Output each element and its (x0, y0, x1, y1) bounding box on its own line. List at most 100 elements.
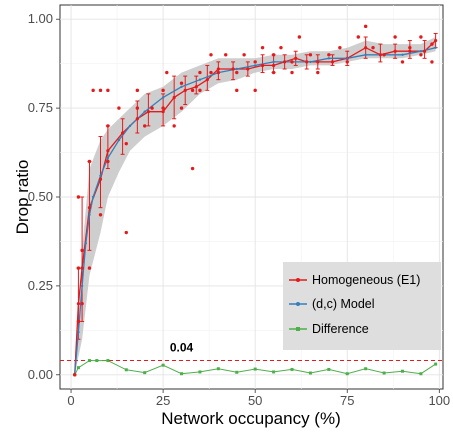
series-point-model (99, 174, 102, 177)
scatter-point (297, 35, 302, 39)
scatter-point (356, 35, 360, 39)
axes-layer: 0 25 50 75 100 0.00 0.25 0.50 0.75 1.00 (28, 11, 450, 408)
scatter-point (419, 35, 423, 39)
scatter-point (430, 60, 434, 64)
scatter-point (98, 213, 103, 217)
series-point-model (309, 60, 312, 64)
series-point-model (419, 50, 423, 53)
series-point-model (80, 284, 84, 288)
series-point-difference (180, 372, 184, 376)
series-point-homogeneous (87, 206, 92, 210)
scatter-point (80, 248, 84, 253)
y-axis-title: Drop ratio (13, 160, 32, 235)
scatter-point (124, 230, 128, 235)
scatter-point (408, 45, 412, 50)
series-point-homogeneous (271, 63, 276, 68)
series-point-homogeneous (172, 95, 176, 100)
series-point-homogeneous (393, 49, 397, 53)
scatter-point (190, 88, 195, 93)
series-point-difference (290, 367, 294, 371)
scatter-point (91, 88, 95, 93)
scatter-point (316, 70, 320, 75)
scatter-point (73, 373, 77, 377)
series-point-homogeneous (434, 38, 438, 43)
series-point-homogeneous (80, 266, 84, 270)
series-point-homogeneous (294, 56, 298, 60)
scatter-point (80, 301, 84, 306)
series-point-homogeneous (205, 78, 209, 82)
x-tick-label: 50 (248, 393, 262, 408)
scatter-point (382, 53, 386, 57)
scatter-point (135, 106, 140, 110)
scatter-point (76, 266, 81, 270)
series-point-difference (345, 372, 349, 376)
scatter-point (106, 88, 110, 93)
scatter-point (371, 45, 375, 50)
legend-key-difference-dot (296, 327, 300, 331)
series-point-homogeneous (183, 88, 187, 92)
series-point-model (77, 330, 80, 334)
series-point-difference (364, 367, 368, 371)
scatter-point (209, 53, 213, 57)
scatter-point (290, 70, 294, 75)
series-point-model (272, 60, 275, 64)
series-point-homogeneous (161, 110, 165, 114)
series-point-difference (106, 359, 110, 363)
legend-key-model-dot (296, 302, 300, 306)
y-tick-label: 0.25 (28, 278, 53, 293)
series-point-difference (143, 371, 147, 375)
y-tick-label: 0.00 (28, 367, 53, 382)
series-point-model (198, 78, 202, 81)
series-point-model (128, 124, 132, 128)
scatter-point (400, 60, 405, 64)
series-point-homogeneous (422, 49, 427, 53)
legend-background (283, 262, 441, 350)
series-point-homogeneous (216, 67, 220, 71)
series-point-difference (434, 362, 438, 366)
y-tick-label: 1.00 (28, 11, 53, 26)
x-tick-label: 25 (156, 393, 170, 408)
ribbon-layer (74, 37, 436, 375)
series-point-model (106, 156, 110, 160)
series-point-homogeneous (305, 60, 309, 64)
series-point-homogeneous (135, 117, 139, 121)
scatter-point (235, 70, 239, 75)
series-point-homogeneous (364, 46, 368, 50)
legend-label-homogeneous: Homogeneous (E1) (312, 273, 420, 287)
series-point-difference (76, 366, 80, 370)
series-point-homogeneous (283, 60, 287, 64)
y-tick-label: 0.50 (28, 189, 53, 204)
series-point-difference (95, 359, 99, 363)
series-point-model (235, 67, 238, 71)
scatter-point (393, 35, 397, 39)
series-point-model (364, 53, 367, 56)
series-point-homogeneous (260, 63, 265, 68)
series-point-homogeneous (146, 110, 150, 114)
legend: Homogeneous (E1) (d,c) Model Difference (283, 262, 441, 350)
scatter-point (76, 319, 81, 324)
scatter-point (363, 24, 368, 29)
scatter-point (224, 53, 228, 57)
scatter-point (242, 53, 246, 57)
scatter-point (419, 53, 423, 57)
scatter-point (76, 195, 81, 199)
scatter-point (135, 88, 140, 93)
scatter-point (161, 106, 165, 110)
series-point-model (434, 46, 437, 49)
series-point-model (327, 57, 331, 60)
series-point-difference (253, 367, 257, 371)
series-point-homogeneous (246, 67, 250, 71)
x-axis-title: Network occupancy (%) (161, 409, 341, 428)
y-tick-label: 0.75 (28, 100, 53, 115)
series-point-homogeneous (408, 49, 412, 53)
scatter-point (271, 70, 276, 75)
series-point-difference (308, 371, 312, 375)
series-point-model (346, 57, 349, 60)
legend-label-difference: Difference (312, 322, 369, 336)
x-tick-label: 0 (67, 393, 74, 408)
series-point-model (91, 195, 95, 199)
confidence-ribbon (74, 37, 436, 375)
series-point-homogeneous (330, 60, 335, 64)
scatter-point (327, 53, 331, 57)
scatter-point (106, 124, 110, 128)
